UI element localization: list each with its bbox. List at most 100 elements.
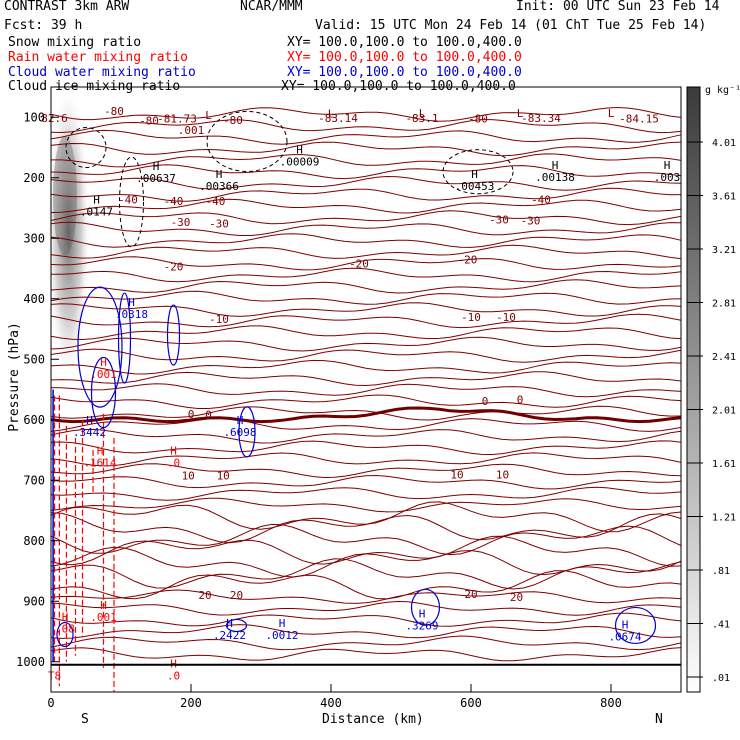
- extremum-mark: H: [226, 617, 233, 630]
- extremum-value: .6098: [223, 426, 256, 439]
- isotherm-line: [50, 417, 682, 432]
- extremum-value: .00453: [455, 180, 495, 193]
- extremum-value: .3269: [405, 619, 438, 632]
- temperature-contours: [50, 106, 682, 662]
- isotherm-line: [50, 635, 682, 651]
- isotherm-line: [50, 187, 682, 202]
- contour-label: -40: [164, 195, 184, 208]
- colorbar: 4.01 3.61 3.21 2.81 2.41 2.01 1.61 1.21 .81 .41 .0…: [686, 86, 736, 693]
- isotherm-line: [50, 313, 682, 329]
- extremum-value: .1614: [83, 457, 116, 470]
- extremum-mark: H: [62, 610, 69, 623]
- isotherm-line: [50, 624, 682, 639]
- extremum-value: .0318: [115, 308, 148, 321]
- contour-label: -80: [139, 114, 159, 127]
- cloud-water-contour: [77, 286, 123, 408]
- colorbar-tick-label: 4.01: [712, 138, 736, 149]
- isotherm-line: [50, 486, 682, 501]
- isotherm-line: [50, 497, 682, 513]
- isotherm-line: [50, 279, 682, 294]
- contour-labels: -80-80-81.73 -80 -83.14 -83.1 -80 -83.34 -84.1…: [41, 105, 680, 683]
- isotherm-line: [50, 589, 682, 604]
- cloud-water-contour: [614, 606, 657, 645]
- isotherm-line: [50, 512, 682, 544]
- isotherm-line: [50, 106, 682, 122]
- isotherm-line: [51, 153, 682, 168]
- extremum-value: .003: [654, 171, 681, 184]
- extremum-mark: H: [296, 143, 303, 156]
- y-tick-label: 400: [23, 292, 45, 306]
- contour-label: -30: [521, 214, 541, 227]
- x-axis-label: Distance (km): [322, 712, 424, 727]
- contour-label: -83.1: [405, 112, 438, 125]
- extremum-mark: H: [622, 618, 629, 631]
- forecast-hour: Fcst: 39 h: [4, 18, 83, 33]
- isotherm-line: [50, 141, 682, 157]
- y-tick-label: 200: [23, 171, 45, 185]
- isotherm-line: [50, 394, 682, 409]
- contour-label: -20: [164, 260, 184, 273]
- x-tick-label: 400: [320, 696, 342, 710]
- isotherm-line: [50, 558, 682, 590]
- contour-label: 10: [496, 468, 509, 481]
- plot-frame: [50, 86, 682, 693]
- isotherm-line: [50, 359, 682, 375]
- cloud-ice-contour: [206, 110, 288, 172]
- x-tick-label: 800: [600, 696, 622, 710]
- x-axis-end-left: S: [81, 712, 89, 727]
- contour-label: -30: [171, 216, 191, 229]
- extremum-value: .0674: [608, 630, 641, 643]
- isotherm-line: [50, 302, 682, 317]
- contour-label: 0: [188, 408, 195, 421]
- y-tick-label: 1000: [16, 655, 45, 669]
- extremum-value: .0: [167, 457, 180, 470]
- extremum-mark: H: [471, 168, 478, 181]
- extremum-mark: H: [170, 445, 177, 458]
- field-name-rain: Rain water mixing ratio: [8, 50, 189, 65]
- extremum-value: .001: [90, 611, 117, 624]
- contour-label: -10: [461, 311, 481, 324]
- colorbar-tick-label: 3.21: [712, 245, 736, 256]
- isotherm-line: [50, 244, 682, 260]
- contour-label: -40: [118, 194, 138, 207]
- extremum-mark: H: [552, 159, 559, 172]
- contour-label: 10: [217, 470, 230, 483]
- contour-label: -10: [496, 311, 516, 324]
- contour-label: .001: [178, 124, 205, 137]
- colorbar-tick-label: 2.81: [712, 299, 736, 310]
- contour-label: -81.73: [157, 113, 197, 126]
- contour-label: -83.14: [318, 112, 358, 125]
- cloud-water-contour: [238, 406, 256, 458]
- contour-label: -20: [458, 254, 478, 267]
- x-tick-label: 0: [47, 696, 54, 710]
- field-xy-cloud-water: XY= 100.0,100.0 to 100.0,400.0: [287, 65, 522, 80]
- contour-label: 0: [205, 409, 212, 422]
- isotherm-line: [50, 612, 682, 627]
- contour-label: -30: [209, 217, 229, 230]
- snow-plume: [46, 82, 91, 383]
- cloud-water-contour: [225, 618, 248, 633]
- field-xy-rain: XY= 100.0,100.0 to 100.0,400.0: [287, 50, 522, 65]
- plot-title: CONTRAST 3km ARW: [4, 0, 130, 14]
- contour-label: -80: [104, 105, 124, 118]
- y-tick-label: 900: [23, 594, 45, 608]
- y-tick-label: 100: [23, 110, 45, 124]
- extremum-mark: L: [608, 107, 615, 120]
- cloud-water-contour: [166, 304, 181, 366]
- cloud-water-contour: [410, 588, 441, 626]
- contour-label: 20: [230, 589, 243, 602]
- contour-label: 0: [517, 393, 524, 406]
- cloud-water-contour: [117, 292, 132, 384]
- isotherm-line: [50, 474, 682, 490]
- rain-contours: [53, 395, 115, 692]
- extremum-value: .00138: [535, 171, 575, 184]
- cloud-water-contour: [90, 356, 117, 429]
- extremum-mark: H: [100, 599, 107, 612]
- colorbar-tick-label: .01: [712, 673, 730, 684]
- contour-label: 0: [482, 395, 489, 408]
- extremum-value: .3442: [73, 426, 106, 439]
- extremum-value: .0012: [265, 629, 298, 642]
- freezing-level-line: [50, 406, 682, 424]
